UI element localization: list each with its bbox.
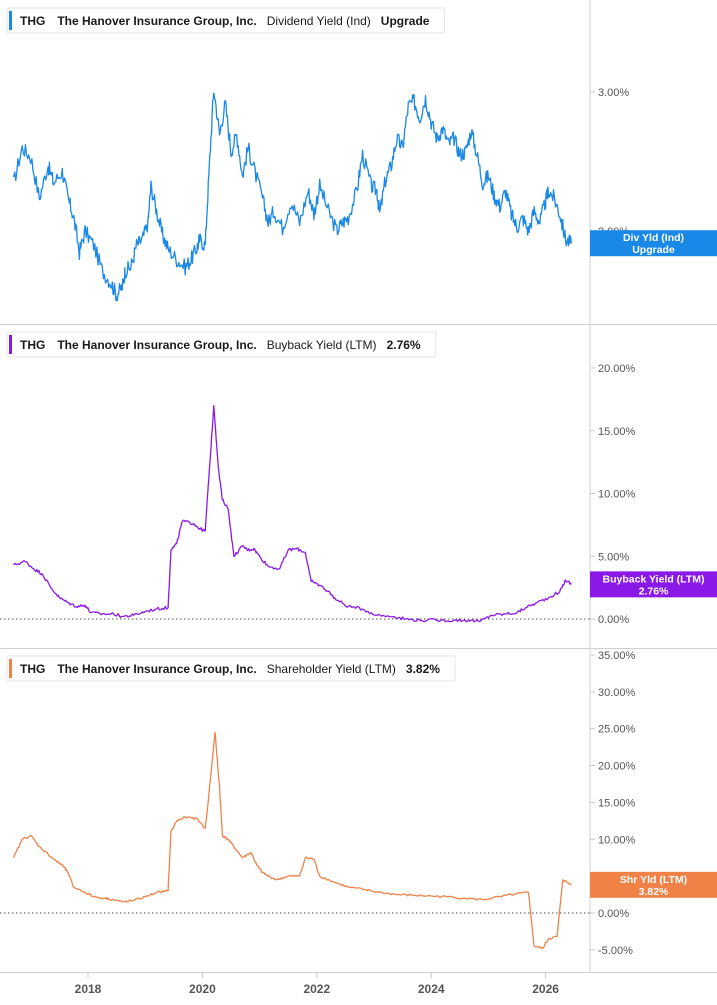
legend-value: 2.76% bbox=[387, 338, 421, 352]
y-tick-label: 10.00% bbox=[598, 489, 636, 501]
legend-value: Upgrade bbox=[381, 14, 430, 28]
series-line-3 bbox=[12, 731, 572, 950]
y-tick-label: 15.00% bbox=[598, 797, 636, 809]
y-tick-label: 25.00% bbox=[598, 724, 636, 736]
y-tick-label: 20.00% bbox=[598, 363, 636, 375]
legend-layer: THG The Hanover Insurance Group, Inc. Divi… bbox=[6, 7, 456, 682]
flag-value: 2.76% bbox=[639, 585, 669, 597]
legend-value: 3.82% bbox=[406, 662, 440, 676]
legend-1[interactable]: THG The Hanover Insurance Group, Inc. Divi… bbox=[6, 7, 445, 34]
legend-company: The Hanover Insurance Group, Inc. bbox=[57, 14, 256, 28]
y-tick-label: 0.00% bbox=[598, 614, 629, 626]
legend-3[interactable]: THG The Hanover Insurance Group, Inc. Shar… bbox=[6, 655, 456, 682]
y-tick-label: 15.00% bbox=[598, 426, 636, 438]
legend-color-swatch bbox=[9, 659, 12, 678]
flag-label: Shr Yld (LTM) bbox=[620, 874, 687, 886]
x-tick-label: 2018 bbox=[75, 982, 102, 996]
x-tick-label: 2026 bbox=[532, 982, 559, 996]
legend-box bbox=[6, 7, 445, 34]
legend-color-swatch bbox=[9, 335, 12, 354]
legend-ticker: THG bbox=[20, 662, 45, 676]
series-line-2 bbox=[13, 404, 572, 623]
flag-value: Upgrade bbox=[632, 244, 675, 256]
y-tick-label: 30.00% bbox=[598, 687, 636, 699]
series-layer bbox=[12, 92, 572, 950]
flag-background bbox=[590, 230, 717, 257]
legend-ticker: THG bbox=[20, 338, 45, 352]
y-tick-label: 0.00% bbox=[598, 908, 629, 920]
value-flag-3: Shr Yld (LTM)3.82% bbox=[590, 871, 717, 898]
flag-background bbox=[590, 571, 717, 598]
y-tick-label: -5.00% bbox=[598, 945, 633, 957]
legend-metric: Dividend Yield (Ind) bbox=[267, 14, 371, 28]
y-tick-label: 35.00% bbox=[598, 650, 636, 662]
legend-metric: Buyback Yield (LTM) bbox=[267, 338, 377, 352]
y-tick-label: 20.00% bbox=[598, 761, 636, 773]
legend-box bbox=[6, 331, 437, 358]
flag-value: 3.82% bbox=[639, 886, 669, 898]
legend-box bbox=[6, 655, 456, 682]
y-tick-label: 5.00% bbox=[598, 551, 629, 563]
value-flag-1: Div Yld (Ind)Upgrade bbox=[590, 230, 717, 257]
flag-background bbox=[590, 871, 717, 898]
flag-label: Div Yld (Ind) bbox=[623, 232, 684, 244]
legend-company: The Hanover Insurance Group, Inc. bbox=[57, 338, 256, 352]
y-tick-label: 3.00% bbox=[598, 87, 629, 99]
legend-metric: Shareholder Yield (LTM) bbox=[267, 662, 396, 676]
x-tick-label: 2020 bbox=[189, 982, 216, 996]
flag-label: Buyback Yield (LTM) bbox=[603, 573, 705, 585]
legend-ticker: THG bbox=[20, 14, 45, 28]
legend-color-swatch bbox=[9, 11, 12, 30]
legend-2[interactable]: THG The Hanover Insurance Group, Inc. Buyb… bbox=[6, 331, 437, 358]
x-tick-label: 2022 bbox=[303, 982, 330, 996]
y-tick-label: 10.00% bbox=[598, 834, 636, 846]
grid-layer bbox=[0, 0, 717, 973]
x-tick-label: 2024 bbox=[418, 982, 445, 996]
value-flag-2: Buyback Yield (LTM)2.76% bbox=[590, 571, 717, 598]
legend-company: The Hanover Insurance Group, Inc. bbox=[57, 662, 256, 676]
series-line-1 bbox=[12, 92, 572, 302]
